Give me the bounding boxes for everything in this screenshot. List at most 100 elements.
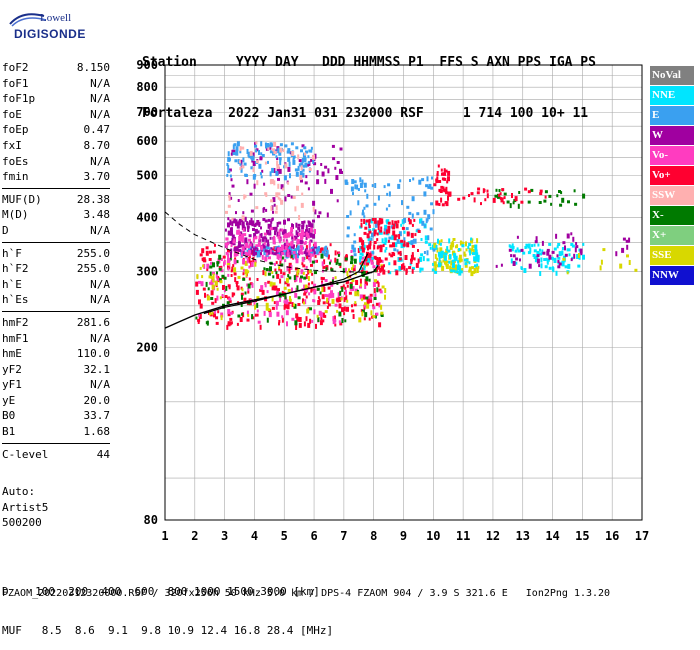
echo-point — [332, 316, 335, 322]
echo-point — [199, 303, 203, 309]
echo-point — [562, 241, 566, 245]
echo-point — [283, 165, 286, 169]
echo-point — [582, 193, 586, 199]
param-label: yF1 — [2, 378, 22, 392]
legend-entry-w: W — [650, 126, 694, 145]
echo-point — [276, 273, 280, 279]
echo-point — [376, 287, 379, 293]
echo-point — [233, 292, 236, 296]
echo-point — [327, 297, 330, 301]
echo-point — [346, 299, 349, 303]
echo-point — [305, 274, 308, 279]
echo-point — [397, 251, 401, 255]
echo-point — [316, 170, 319, 176]
legend-entry-nne: NNE — [650, 86, 694, 105]
echo-point — [241, 246, 245, 252]
echo-point — [272, 226, 276, 230]
echo-point — [435, 180, 439, 184]
echo-point — [250, 246, 253, 250]
echo-point — [302, 223, 305, 227]
echo-point — [214, 280, 218, 286]
echo-point — [261, 289, 265, 295]
echo-point — [359, 294, 363, 300]
echo-point — [227, 313, 231, 317]
echo-point — [246, 179, 249, 185]
echo-point — [283, 219, 286, 225]
echo-point — [476, 238, 479, 244]
echo-point — [236, 223, 240, 229]
echo-point — [352, 314, 355, 319]
echo-point — [420, 218, 423, 222]
echo-point — [241, 215, 245, 221]
echo-point — [232, 152, 236, 156]
echo-point — [324, 165, 328, 169]
echo-point — [532, 254, 536, 257]
echo-point — [503, 196, 506, 200]
param-separator — [2, 310, 110, 312]
echo-point — [284, 294, 287, 300]
echo-point — [300, 149, 303, 153]
echo-point — [373, 244, 376, 250]
echo-point — [248, 254, 251, 258]
echo-point — [279, 297, 282, 302]
echo-point — [346, 270, 349, 276]
echo-point — [278, 168, 282, 174]
echo-point — [381, 238, 384, 244]
echo-point — [321, 171, 325, 177]
echo-point — [218, 254, 222, 260]
echo-point — [440, 168, 443, 172]
echo-point — [558, 251, 562, 257]
echo-point — [296, 185, 299, 191]
auto-label: Auto: — [2, 485, 36, 498]
echo-point — [393, 235, 397, 241]
echo-point — [256, 180, 259, 186]
echo-point — [231, 237, 235, 241]
echo-point — [303, 220, 306, 224]
echo-point — [540, 263, 543, 269]
echo-point — [304, 248, 308, 252]
echo-point — [256, 222, 259, 226]
echo-point — [362, 271, 366, 275]
echo-point — [210, 290, 214, 296]
echo-point — [374, 218, 377, 221]
echo-point — [260, 152, 263, 156]
echo-point — [373, 220, 377, 224]
echo-point — [426, 176, 429, 182]
echo-point — [269, 150, 273, 154]
echo-point — [410, 258, 413, 262]
echo-point — [216, 271, 218, 275]
echo-point — [363, 206, 366, 210]
param-value: 3.70 — [83, 170, 111, 184]
echo-point — [243, 297, 247, 303]
echo-point — [439, 242, 442, 246]
echo-point — [297, 267, 300, 273]
echo-point — [314, 254, 317, 258]
echo-point — [334, 250, 337, 256]
echo-point — [377, 262, 380, 266]
param-label: h`Es — [2, 293, 29, 307]
echo-point — [294, 320, 298, 326]
echo-point — [469, 250, 472, 256]
echo-point — [447, 195, 449, 201]
echo-point — [548, 242, 552, 246]
echo-point — [296, 245, 300, 251]
echo-point — [445, 248, 449, 254]
echo-point — [298, 229, 301, 233]
echo-point — [229, 311, 233, 315]
echo-point — [534, 257, 538, 263]
echo-point — [391, 220, 394, 226]
echo-point — [369, 296, 372, 300]
param-row: B0 33.7 — [2, 408, 110, 424]
echo-point — [471, 266, 474, 270]
echo-point — [307, 269, 310, 275]
echo-point — [289, 173, 291, 179]
echo-point — [226, 301, 230, 305]
echo-point — [285, 247, 288, 250]
echo-point — [220, 269, 224, 273]
echo-point — [628, 260, 631, 265]
echo-point — [199, 266, 202, 270]
echo-point — [227, 222, 230, 228]
param-row: foF2 8.150 — [2, 60, 110, 76]
muf-distance-table: D 100 200 400 600 800 1000 1500 3000 [km… — [2, 559, 333, 650]
echo-point — [269, 281, 273, 287]
